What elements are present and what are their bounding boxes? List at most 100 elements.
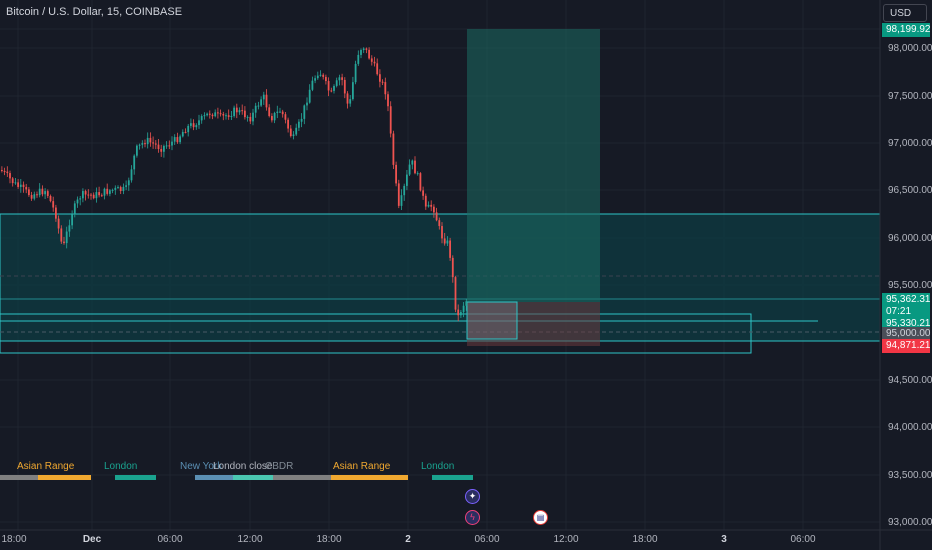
candle-body [181, 131, 184, 137]
candle-body [449, 240, 451, 258]
candle-body [154, 143, 157, 145]
candle-body [203, 115, 206, 117]
candle-body [141, 143, 144, 145]
candle-body [354, 63, 357, 83]
candle-body [122, 186, 125, 191]
us-flag-icon[interactable]: ▤ [533, 510, 548, 525]
candle-body [411, 160, 414, 165]
candle-body [438, 220, 441, 227]
candle-body [457, 309, 460, 316]
candle-body [446, 240, 449, 244]
candle-body [419, 173, 422, 191]
level-price-tag: 95,000.00 [882, 327, 931, 341]
candle-body [125, 185, 127, 187]
candle-body [335, 80, 338, 86]
candle-body [117, 187, 119, 189]
session-bar-asian-1 [38, 475, 91, 480]
session-label-cbdr: CBDR [265, 461, 294, 472]
candle-body [109, 190, 111, 194]
lightning-icon[interactable]: ϟ [465, 510, 480, 525]
candle-body [206, 113, 208, 116]
price-label: 94,000.00 [888, 422, 932, 433]
candle-body [389, 106, 392, 134]
candle-body [392, 133, 395, 165]
candle-body [138, 144, 141, 146]
candle-body [217, 112, 219, 114]
candle-body [38, 188, 41, 196]
candle-body [308, 89, 311, 103]
candle-body [292, 134, 295, 137]
session-bar-asian-pre [0, 475, 38, 480]
candle-body [171, 141, 173, 146]
candle-body [257, 105, 260, 107]
candle-body [144, 143, 146, 145]
candle-body [92, 194, 95, 199]
candle-body [246, 116, 249, 118]
candle-body [149, 137, 152, 143]
time-label: 12:00 [237, 534, 263, 545]
candle-body [254, 105, 257, 113]
candle-body [136, 145, 138, 156]
candle-body [403, 185, 406, 196]
candle-body [343, 79, 346, 94]
candle-body [265, 94, 268, 108]
candle-body [55, 207, 57, 219]
candle-body [338, 77, 341, 81]
candle-body [427, 204, 430, 207]
candle-body [276, 111, 279, 113]
candle-body [460, 312, 462, 316]
candle-body [49, 195, 52, 202]
candle-body [163, 145, 165, 152]
candle-body [441, 226, 443, 239]
currency-button[interactable]: USD [883, 4, 927, 22]
candle-body [249, 116, 252, 122]
candle-body [235, 107, 238, 113]
candle-body [127, 180, 130, 186]
lightning-icon[interactable]: ✦ [465, 489, 480, 504]
candle-body [230, 115, 233, 117]
candle-body [416, 173, 419, 175]
candle-body [208, 113, 211, 115]
candle-body [3, 170, 6, 172]
candle-body [9, 173, 11, 179]
candle-body [28, 189, 30, 196]
candle-body [289, 128, 292, 137]
candle-body [381, 81, 384, 83]
candle-body [422, 190, 424, 196]
candle-body [219, 113, 222, 115]
candle-body [173, 137, 176, 142]
candle-body [17, 182, 19, 187]
candle-body [152, 142, 154, 144]
candle-body [68, 225, 71, 232]
candle-body [211, 114, 214, 117]
candle-body [322, 74, 325, 77]
small-zone [0, 313, 752, 354]
candle-body [165, 145, 168, 147]
candle-body [238, 110, 241, 113]
session-bar-asian-2 [331, 475, 408, 480]
candle-body [160, 149, 163, 152]
time-label: 18:00 [1, 534, 27, 545]
candle-body [227, 115, 230, 117]
candle-body [6, 171, 9, 174]
candle-body [19, 184, 22, 187]
candle-body [373, 61, 376, 64]
candle-body [408, 164, 411, 175]
candle-body [333, 85, 335, 91]
candle-body [146, 137, 149, 145]
candle-body [400, 195, 403, 206]
candle-body [303, 105, 306, 119]
candle-body [357, 54, 360, 64]
candle-body [376, 63, 379, 75]
candle-body [82, 191, 84, 199]
candle-body [33, 194, 36, 199]
session-bar-newyork [195, 475, 233, 480]
candle-body [98, 192, 100, 196]
time-label: Dec [82, 534, 102, 545]
candle-body [233, 107, 235, 116]
session-label-asian: Asian Range [17, 461, 75, 472]
candle-body [95, 192, 98, 199]
price-label: 93,000.00 [888, 517, 932, 528]
candle-body [284, 114, 287, 120]
